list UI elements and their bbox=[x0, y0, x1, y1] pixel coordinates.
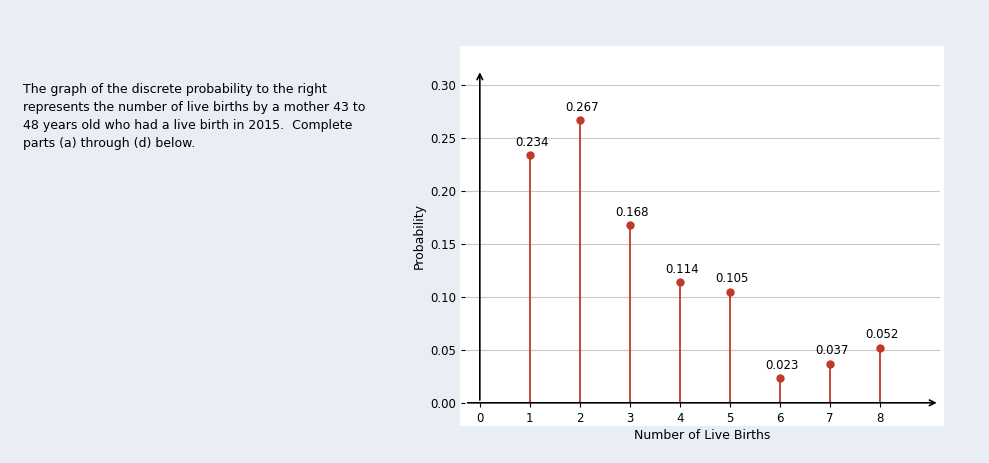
Y-axis label: Probability: Probability bbox=[412, 203, 425, 269]
Text: 0.052: 0.052 bbox=[865, 328, 899, 341]
Text: 0.105: 0.105 bbox=[715, 272, 749, 285]
X-axis label: Number of Live Births: Number of Live Births bbox=[634, 429, 770, 442]
Text: 0.114: 0.114 bbox=[666, 263, 699, 276]
Text: 0.023: 0.023 bbox=[765, 359, 799, 372]
Text: 0.037: 0.037 bbox=[815, 344, 849, 357]
Text: 0.267: 0.267 bbox=[566, 101, 599, 114]
Text: 0.234: 0.234 bbox=[515, 136, 549, 149]
Text: 0.168: 0.168 bbox=[615, 206, 649, 219]
Text: The graph of the discrete probability to the right
represents the number of live: The graph of the discrete probability to… bbox=[23, 83, 365, 150]
